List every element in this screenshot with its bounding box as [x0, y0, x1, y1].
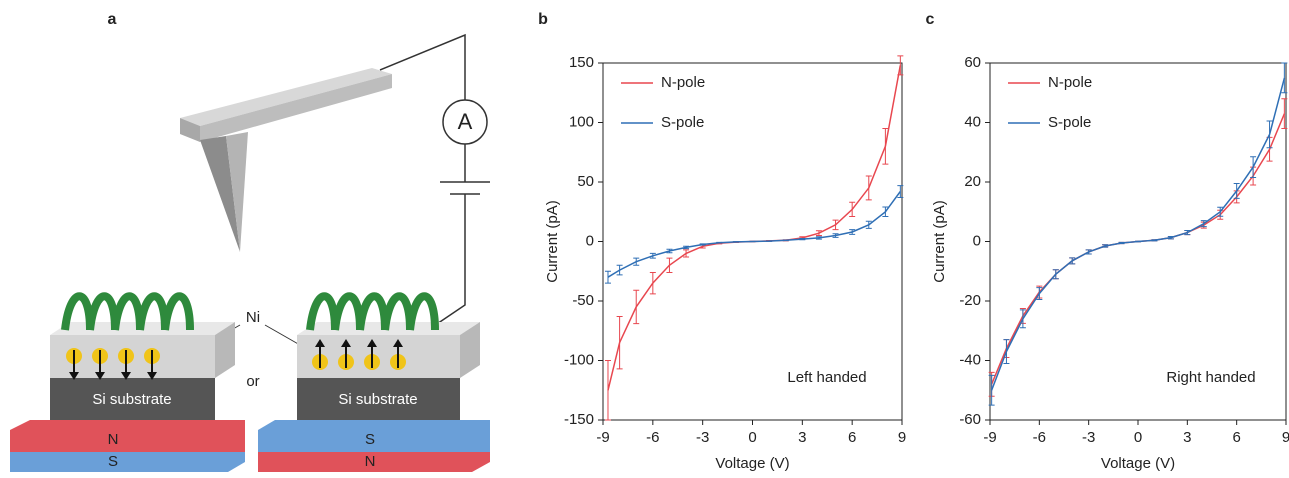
magnet-label: N [365, 453, 376, 470]
error-bar [683, 250, 689, 257]
substrate-label: Si substrate [92, 391, 171, 408]
error-bar [849, 202, 855, 216]
annotation: Right handed [1166, 369, 1255, 386]
magnet [10, 420, 245, 452]
x-axis-label: Voltage (V) [715, 455, 789, 472]
y-tick-label: 40 [964, 113, 981, 130]
x-tick-label: 9 [1282, 429, 1289, 446]
series-line [992, 114, 1285, 385]
x-tick-label: 3 [1183, 429, 1191, 446]
error-bar [833, 220, 839, 230]
y-tick-label: 0 [973, 232, 981, 249]
y-tick-label: 20 [964, 173, 981, 190]
error-bar [783, 240, 789, 241]
pointer [265, 325, 300, 345]
y-tick-label: -50 [572, 292, 594, 309]
or-label: or [246, 373, 259, 390]
ni-label: Ni [246, 309, 260, 326]
y-tick-label: 0 [586, 232, 594, 249]
x-tick-label: -6 [646, 429, 659, 446]
error-bar [617, 265, 623, 275]
y-tick-label: -40 [959, 351, 981, 368]
error-bar [1135, 241, 1141, 242]
panel-label: c [926, 11, 935, 28]
error-bar [650, 272, 656, 293]
error-bar [605, 361, 611, 421]
error-bar [633, 290, 639, 323]
x-tick-label: 6 [848, 429, 856, 446]
legend-label: N-pole [661, 74, 705, 91]
panel-label: a [108, 11, 117, 28]
series-line [608, 65, 900, 390]
magnet-label: S [365, 431, 375, 448]
legend-label: S-pole [661, 114, 704, 131]
magnet-label: S [108, 453, 118, 470]
y-tick-label: -100 [564, 351, 594, 368]
error-bar [605, 271, 611, 283]
x-tick-label: -3 [1082, 429, 1095, 446]
y-tick-label: -150 [564, 411, 594, 428]
y-tick-label: 60 [964, 54, 981, 71]
wire [380, 35, 465, 100]
substrate-label: Si substrate [338, 391, 417, 408]
error-bar [866, 176, 872, 200]
x-tick-label: 9 [898, 429, 906, 446]
x-tick-label: -3 [696, 429, 709, 446]
y-tick-label: 150 [569, 54, 594, 71]
legend-label: S-pole [1048, 114, 1091, 131]
x-tick-label: 6 [1232, 429, 1240, 446]
x-tick-label: -9 [596, 429, 609, 446]
panel-label: b [538, 11, 548, 28]
magnet-label: N [108, 431, 119, 448]
y-tick-label: -20 [959, 292, 981, 309]
ammeter-label: A [458, 109, 473, 134]
error-bar [666, 258, 672, 272]
magnet [10, 452, 245, 472]
x-tick-label: -9 [983, 429, 996, 446]
x-tick-label: 0 [1134, 429, 1142, 446]
legend-label: N-pole [1048, 74, 1092, 91]
y-tick-label: 50 [577, 173, 594, 190]
series-line [992, 78, 1285, 390]
schematic: a A Ni or N S Si substrate [10, 11, 490, 472]
error-bar [716, 242, 722, 243]
x-tick-label: 0 [748, 429, 756, 446]
x-tick-label: -6 [1033, 429, 1046, 446]
y-axis-label: Current (pA) [931, 200, 948, 283]
figure: a A Ni or N S Si substrate [0, 0, 1289, 478]
annotation: Left handed [787, 369, 866, 386]
error-bar [617, 316, 623, 368]
y-tick-label: 100 [569, 113, 594, 130]
x-axis-label: Voltage (V) [1101, 455, 1175, 472]
y-tick-label: -60 [959, 411, 981, 428]
x-tick-label: 3 [798, 429, 806, 446]
y-axis-label: Current (pA) [544, 200, 561, 283]
